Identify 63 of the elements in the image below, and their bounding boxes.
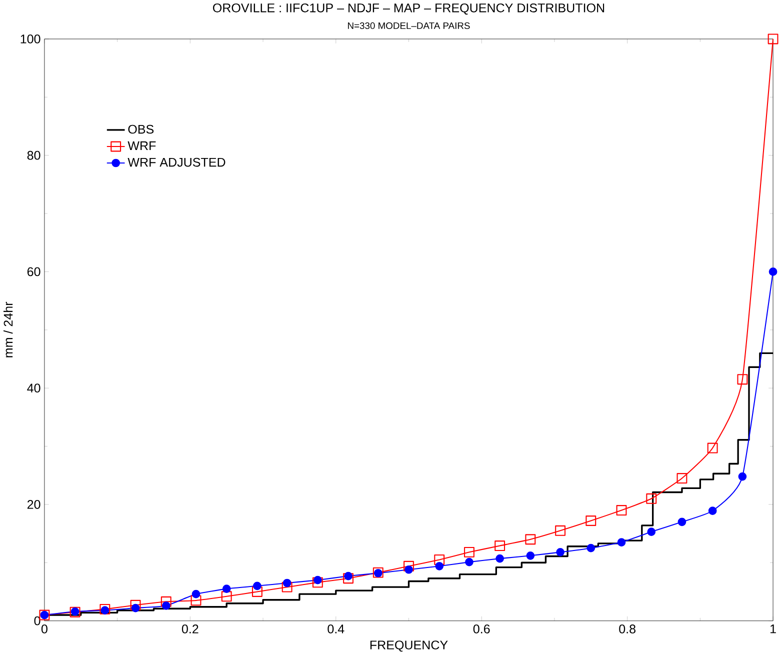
point [100,604,110,614]
point [647,528,656,536]
point [526,551,535,560]
point [494,540,506,551]
x-tick-label: 0.6 [473,624,490,634]
point [252,586,262,597]
point [253,582,262,590]
point [555,525,566,536]
x-tick-label: 1 [770,624,776,634]
x-axis-title: FREQUENCY [370,640,448,652]
y-tick-label: 0 [34,616,40,626]
point [676,472,688,484]
point [100,606,110,614]
point [344,572,352,580]
legend-label: WRF ADJUSTED [128,158,226,167]
y-tick-label: 40 [27,384,40,392]
y-tick-label: 100 [20,34,40,44]
point [646,493,657,504]
point [617,538,626,546]
point [435,562,444,570]
point [586,515,596,526]
point [404,560,414,572]
point [343,573,354,584]
y-tick-label: 60 [27,267,40,276]
point [130,600,141,610]
chart-subtitle: N=330 MODEL–DATA PAIRS [348,22,470,29]
point [464,546,474,558]
point [160,596,172,607]
point [496,554,504,563]
point [404,565,413,574]
point [707,442,718,454]
chart-title: OROVILLE : IIFC1UP – NDJF – MAP – FREQUENCY DISTRIBUTION [212,3,604,15]
legend-label: OBS [128,124,154,134]
point [525,534,536,545]
point [556,548,564,556]
point [282,578,292,588]
point [708,506,717,515]
x-tick-label: 0 [41,624,48,634]
point [221,591,232,602]
point [465,558,474,566]
point [190,595,202,606]
point [131,604,140,612]
point [616,504,627,516]
point [586,544,596,552]
point [678,518,686,526]
point [434,554,445,565]
legend-label: WRF [128,141,156,150]
point [768,34,778,44]
point [737,374,748,385]
point [162,601,170,610]
point [768,267,778,276]
point [222,584,231,593]
point [192,590,200,598]
point [313,576,322,584]
point [282,582,292,592]
point [738,472,747,481]
point [312,577,323,588]
x-tick-label: 0.2 [182,624,198,634]
y-tick-label: 80 [27,150,40,160]
y-axis-title: mm / 24hr [3,302,13,358]
x-tick-label: 0.4 [328,624,344,634]
x-tick-label: 0.8 [619,624,636,634]
y-tick-label: 20 [27,500,40,509]
